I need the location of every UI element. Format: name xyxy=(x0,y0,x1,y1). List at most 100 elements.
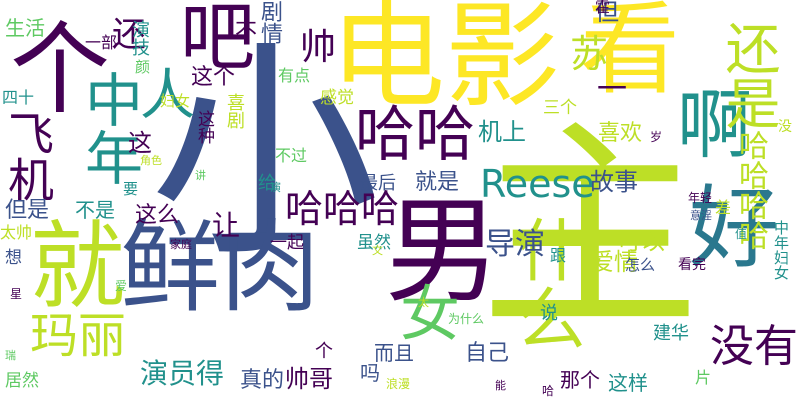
word: 虽然 xyxy=(357,233,391,253)
word: 一 xyxy=(597,72,627,107)
word: 感觉 xyxy=(320,88,354,108)
word: 看 xyxy=(580,0,680,108)
word: 霍 xyxy=(595,0,611,16)
word: 哈哈哈 xyxy=(285,187,400,231)
word: 瑞 xyxy=(5,349,16,362)
word: 演员得 xyxy=(140,357,225,390)
word: 吗 xyxy=(360,361,380,385)
word: 还是 xyxy=(716,20,780,130)
word: 生活 xyxy=(5,16,45,40)
word: 苏 xyxy=(570,32,609,76)
word: 就 xyxy=(30,212,126,322)
word: 吧 xyxy=(180,0,256,81)
word: 女 xyxy=(400,280,460,350)
word: 家庭 xyxy=(170,238,192,251)
word: 为什么 xyxy=(448,312,485,326)
word: 文 xyxy=(372,244,383,257)
word: 哈哈 xyxy=(355,100,475,170)
word: 要 xyxy=(123,180,139,198)
word: 飞机 xyxy=(1,110,55,202)
word: 浪漫 xyxy=(386,377,411,391)
word: 哈 xyxy=(542,384,555,398)
word: Reese xyxy=(480,162,595,206)
word: 不是 xyxy=(75,198,115,222)
word: 小 xyxy=(150,21,381,288)
word: 角色 xyxy=(140,154,162,167)
word: 而且 xyxy=(374,341,414,365)
word: 一起 xyxy=(270,233,304,253)
word: 怎么 xyxy=(625,256,656,274)
word: 值 xyxy=(735,227,748,241)
word: 故事 xyxy=(590,168,638,196)
word: 颜 xyxy=(135,58,151,76)
word: 片 xyxy=(695,368,712,387)
word: 这样 xyxy=(608,371,648,395)
word: 不 xyxy=(235,20,258,45)
word: 说 xyxy=(540,303,558,324)
word: 好 xyxy=(673,180,778,270)
word: 想 xyxy=(5,248,22,268)
word: 可以 xyxy=(617,227,665,255)
word: 有点 xyxy=(278,66,311,85)
word: 太帅 xyxy=(0,223,33,242)
word: 爱情 xyxy=(590,248,638,276)
word: 能 xyxy=(495,379,506,392)
word: 中年妇女 xyxy=(772,220,790,280)
word: 演技 xyxy=(129,20,150,56)
word: 帅哥 xyxy=(285,365,333,393)
word: 剧情 xyxy=(257,0,282,44)
word: 喜剧 xyxy=(224,93,245,129)
word: 看完 xyxy=(678,257,706,273)
word: 一部 xyxy=(85,33,118,52)
word: 岁 xyxy=(650,130,663,144)
word: 星 xyxy=(10,287,23,301)
word: 哈哈哈哈 xyxy=(733,130,768,250)
word: 啊 xyxy=(664,85,752,160)
word: 最后 xyxy=(360,173,396,194)
word: 建华 xyxy=(653,323,689,344)
word: 但 xyxy=(595,0,619,26)
word: 真的 xyxy=(240,368,285,393)
word: 这么 xyxy=(135,203,180,228)
word: 那个 xyxy=(560,368,600,392)
word: 还 xyxy=(112,15,146,55)
word: 人 xyxy=(140,63,196,127)
word: 让 xyxy=(212,209,241,242)
word: 机上 xyxy=(478,118,526,146)
word: 这个 xyxy=(191,65,236,90)
word: 四十 xyxy=(2,88,35,107)
word: 这 xyxy=(128,129,152,157)
word: 这种 xyxy=(194,110,214,144)
word: 个 xyxy=(315,341,333,362)
word: 电影 xyxy=(330,0,561,124)
word: 太 xyxy=(418,296,429,309)
word: 就是 xyxy=(415,170,460,195)
word: 导演 xyxy=(485,227,545,262)
word: 鲜肉 xyxy=(120,209,320,326)
word: 不过 xyxy=(275,146,308,165)
word: 帅 xyxy=(300,27,337,68)
word: 自己 xyxy=(465,341,510,366)
word: 跟 xyxy=(550,246,567,265)
word: 讲 xyxy=(195,169,206,182)
word: 什么 xyxy=(505,215,584,351)
word: 三个 xyxy=(543,98,577,118)
word: 居然 xyxy=(5,371,39,391)
word: 中年 xyxy=(75,70,143,186)
word: 给 xyxy=(258,173,276,194)
word: 年轻 xyxy=(688,191,713,205)
word: 没有 xyxy=(710,321,798,372)
word: 意淫 xyxy=(690,209,712,222)
word: 男 xyxy=(385,185,501,319)
word: 妇女 xyxy=(160,92,191,110)
word: 玛丽 xyxy=(30,308,127,364)
word: 差 xyxy=(715,198,732,217)
word: 没 xyxy=(778,119,792,135)
word: 主 xyxy=(480,102,701,358)
word: 演 xyxy=(270,181,281,194)
word: 但是 xyxy=(5,198,50,223)
word: 个 xyxy=(10,11,110,128)
word: 爱 xyxy=(115,279,128,293)
word: 喜欢 xyxy=(598,121,643,146)
